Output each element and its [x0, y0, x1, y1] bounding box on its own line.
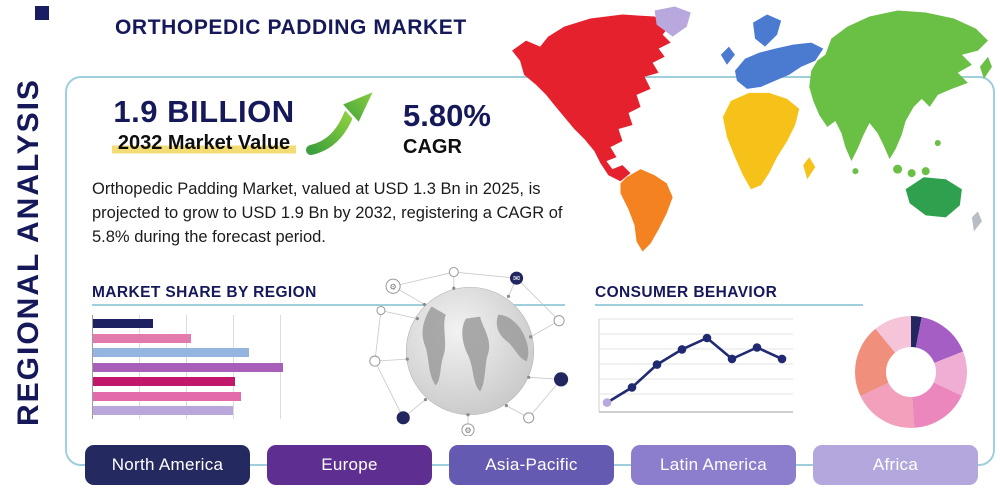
growth-arrow-icon: [303, 87, 378, 158]
page-title: ORTHOPEDIC PADDING MARKET: [115, 16, 467, 39]
bar-chart: [92, 315, 304, 419]
donut-chart: [855, 316, 967, 428]
island-new-zealand: [971, 211, 982, 232]
region-button-row: North America Europe Asia-Pacific Latin …: [85, 445, 978, 485]
region-button[interactable]: Latin America: [631, 445, 796, 485]
consumer-behavior-heading: CONSUMER BEHAVIOR: [595, 284, 778, 301]
market-value-block: 1.9 BILLION 2032 Market Value: [95, 94, 313, 155]
market-description: Orthopedic Padding Market, valued at USD…: [92, 180, 563, 246]
cagr-label: CAGR: [403, 135, 462, 158]
bar-segment: [93, 406, 233, 415]
market-share-heading: MARKET SHARE BY REGION: [92, 284, 317, 301]
cagr-value: 5.80%: [403, 98, 491, 133]
bar-segment: [93, 362, 283, 372]
gear-icon: ⚙: [464, 425, 471, 435]
continent-greenland: [654, 6, 691, 37]
line-chart-grid: [599, 318, 793, 395]
region-button[interactable]: Europe: [267, 445, 432, 485]
data-point-marker: [677, 345, 687, 354]
island-japan: [979, 56, 992, 79]
market-value-label: 2032 Market Value: [111, 131, 297, 155]
network-anchor-dots: [405, 286, 533, 417]
data-point-marker: [702, 333, 712, 343]
continent-europe-scandinavia: [753, 14, 782, 47]
line-series: [606, 336, 783, 404]
continent-europe-uk: [720, 46, 735, 65]
mail-icon: ✉: [513, 273, 520, 283]
bar-segment: [93, 333, 191, 343]
side-label: REGIONAL ANALYSIS: [12, 78, 45, 426]
bar-segment: [93, 319, 153, 328]
line-chart-plot: [598, 318, 793, 413]
globe-landmasses: [422, 306, 529, 392]
region-button[interactable]: Asia-Pacific: [449, 445, 614, 485]
continent-south-america: [620, 169, 673, 252]
data-point-marker: [752, 343, 762, 352]
bar-segment: [93, 348, 249, 357]
region-button[interactable]: North America: [85, 445, 250, 485]
globe-network-graphic: ⚙ ✉ ⚙: [369, 267, 569, 436]
market-share-underline: [92, 304, 565, 306]
market-value: 1.9 BILLION: [113, 94, 295, 129]
continent-north-america: [512, 14, 671, 182]
data-point-marker: [727, 354, 737, 364]
donut-hole: [886, 347, 936, 397]
island-madagascar: [803, 157, 816, 180]
continent-europe-mainland: [734, 42, 824, 89]
gear-icon: ⚙: [389, 281, 396, 291]
data-point-marker: [652, 360, 662, 369]
islands-southeast-asia: [852, 140, 941, 178]
network-nodes: [369, 267, 569, 436]
data-point-marker: [602, 398, 612, 407]
network-node-icons: ⚙ ✉ ⚙: [389, 273, 520, 435]
continent-australia: [905, 177, 962, 218]
cagr-block: 5.80% CAGR: [403, 98, 491, 159]
consumer-behavior-underline: [595, 304, 863, 306]
bar-segment: [93, 377, 235, 386]
bar-segment: [93, 391, 241, 401]
continent-africa: [722, 92, 800, 190]
corner-accent-square: [35, 6, 49, 20]
world-map: [512, 6, 992, 252]
data-point-marker: [777, 354, 787, 364]
region-button[interactable]: Africa: [813, 445, 978, 485]
continent-asia: [809, 10, 988, 162]
data-point-marker: [627, 383, 637, 392]
